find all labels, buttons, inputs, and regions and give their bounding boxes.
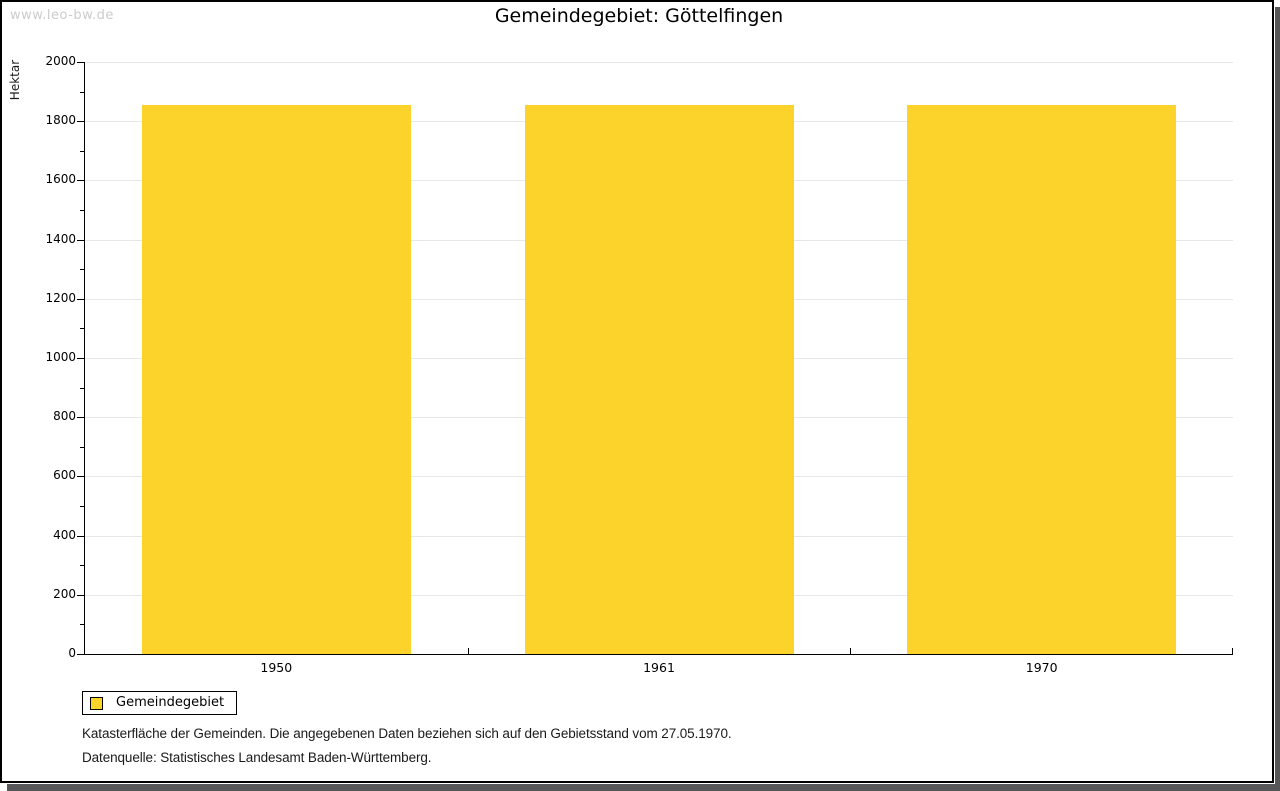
y-tick-label: 0 xyxy=(68,646,76,660)
y-major-tick xyxy=(77,239,85,241)
y-tick-label: 1200 xyxy=(45,290,76,305)
y-minor-tick xyxy=(80,91,85,93)
x-axis-end-tick xyxy=(1232,648,1233,654)
y-minor-tick xyxy=(80,150,85,152)
plot-area: 0 200 400 600 800 1000 1200 1400 1600 1800 2000 195… xyxy=(45,54,1233,675)
x-category-tick xyxy=(467,648,469,654)
x-tick-label: 1961 xyxy=(643,660,675,675)
y-tick-label: 1600 xyxy=(45,172,76,187)
y-major-tick xyxy=(77,594,85,596)
y-tick-label: 200 xyxy=(53,586,76,601)
y-major-tick xyxy=(77,535,85,537)
panel-shadow-right xyxy=(1275,7,1280,791)
legend-label: Gemeindegebiet xyxy=(116,695,225,710)
bar xyxy=(524,104,794,654)
bar xyxy=(907,104,1177,654)
y-major-tick xyxy=(77,298,85,300)
chart-title: Gemeindegebiet: Göttelfingen xyxy=(494,5,784,27)
y-minor-tick xyxy=(80,506,85,507)
watermark-text: www.leo-bw.de xyxy=(10,8,114,23)
y-major-tick xyxy=(77,358,85,359)
x-tick-label: 1970 xyxy=(1025,660,1058,675)
y-minor-tick xyxy=(80,624,85,626)
y-major-tick xyxy=(77,62,85,63)
y-tick-label: 800 xyxy=(53,409,76,424)
y-major-tick xyxy=(77,417,85,419)
y-tick-label: 1000 xyxy=(45,350,76,364)
footnotes: Katasterfläche der Gemeinden. Die angege… xyxy=(82,726,732,774)
gridline xyxy=(85,62,1233,63)
bar xyxy=(141,104,411,654)
x-category-tick xyxy=(850,648,852,654)
y-tick-label: 2000 xyxy=(45,54,76,68)
y-minor-tick xyxy=(80,387,85,389)
footnote-line: Datenquelle: Statistisches Landesamt Bad… xyxy=(82,750,432,765)
y-minor-tick xyxy=(80,269,85,271)
y-minor-tick xyxy=(80,328,85,330)
y-minor-tick xyxy=(80,446,85,448)
y-minor-tick xyxy=(80,565,85,567)
legend-swatch-icon xyxy=(90,696,103,710)
y-tick-label: 1800 xyxy=(45,113,76,128)
y-tick-label: 1400 xyxy=(45,231,76,246)
footnote-line: Katasterfläche der Gemeinden. Die angege… xyxy=(82,726,732,741)
y-major-tick xyxy=(77,180,85,182)
y-major-tick xyxy=(77,654,85,655)
y-tick-label: 600 xyxy=(53,468,76,483)
y-major-tick xyxy=(77,476,85,478)
y-major-tick xyxy=(77,121,85,123)
y-tick-label: 400 xyxy=(53,527,76,542)
x-tick-label: 1950 xyxy=(260,660,293,675)
legend-box: Gemeindegebiet xyxy=(82,691,238,715)
panel-shadow-bottom xyxy=(7,784,1275,791)
y-minor-tick xyxy=(80,210,85,211)
